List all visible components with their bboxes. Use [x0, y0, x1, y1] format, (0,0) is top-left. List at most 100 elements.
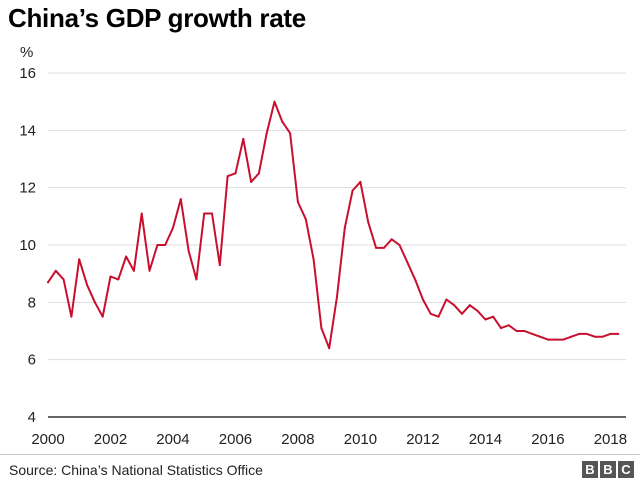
data-point [171, 226, 174, 229]
data-point [406, 261, 409, 264]
data-point [179, 198, 182, 201]
series-line-gdp-growth [47, 100, 620, 350]
data-point [93, 301, 96, 304]
y-tick-label: 8 [28, 294, 36, 311]
x-tick-label: 2010 [344, 431, 377, 448]
data-point [570, 335, 573, 338]
x-tick-label: 2016 [531, 431, 564, 448]
y-tick-label: 6 [28, 352, 36, 369]
data-point [484, 318, 487, 321]
data-point [242, 137, 245, 140]
data-point [86, 284, 89, 287]
data-point [593, 335, 596, 338]
data-point [453, 304, 456, 307]
data-point [101, 315, 104, 318]
data-point [531, 332, 534, 335]
data-point [359, 180, 362, 183]
data-point [273, 100, 276, 103]
x-tick-label: 2002 [94, 431, 127, 448]
x-tick-label: 2018 [594, 431, 627, 448]
data-point [578, 332, 581, 335]
data-point [211, 212, 214, 215]
data-point [609, 332, 612, 335]
data-point [78, 258, 81, 261]
source-note: Source: China’s National Statistics Offi… [9, 462, 263, 478]
bbc-logo: B B C [582, 461, 634, 478]
line-chart: 4 6 8 10 12 14 16 2000 2002 2004 2006 2008 2010 2012… [19, 44, 627, 448]
data-point [250, 180, 253, 183]
chart-title: China’s GDP growth rate [8, 3, 306, 33]
data-point [54, 269, 57, 272]
data-point [132, 269, 135, 272]
data-point [367, 221, 370, 224]
data-point [390, 238, 393, 241]
x-tick-label: 2012 [406, 431, 439, 448]
data-point [125, 255, 128, 258]
data-point [492, 315, 495, 318]
data-point [500, 327, 503, 330]
logo-letter-c: C [618, 461, 634, 478]
data-point [140, 212, 143, 215]
data-point [554, 338, 557, 341]
data-point [601, 335, 604, 338]
y-axis-tick-labels: 4 6 8 10 12 14 16 [19, 65, 36, 426]
y-tick-label: 14 [19, 122, 36, 139]
gridlines [48, 72, 626, 361]
data-point [218, 264, 221, 267]
data-point [195, 278, 198, 281]
data-point [156, 244, 159, 246]
x-tick-label: 2008 [281, 431, 314, 448]
data-point [312, 258, 315, 261]
y-tick-label: 4 [28, 409, 36, 426]
logo-letter-b2: B [600, 461, 616, 478]
data-point [203, 212, 206, 215]
data-point [546, 338, 549, 341]
data-point [398, 244, 401, 246]
data-point [429, 312, 432, 315]
data-point [328, 347, 331, 350]
data-point [265, 132, 268, 135]
x-tick-label: 2004 [156, 431, 189, 448]
data-point [304, 218, 307, 221]
series-layer [47, 100, 620, 350]
data-point [507, 324, 510, 327]
data-point [281, 120, 284, 123]
footer-divider [0, 454, 640, 455]
data-point [585, 332, 588, 335]
data-point [375, 246, 378, 249]
data-point [234, 172, 237, 175]
data-point [226, 175, 229, 178]
x-axis-tick-labels: 2000 2002 2004 2006 2008 2010 2012 2014 2016 2018 [31, 431, 627, 448]
data-point [539, 335, 542, 338]
data-point [460, 312, 463, 315]
data-point [382, 246, 385, 249]
data-point [148, 269, 151, 272]
y-tick-label: 12 [19, 180, 36, 197]
data-point [62, 278, 65, 281]
data-point [164, 244, 167, 246]
data-point [414, 278, 417, 281]
data-point [437, 315, 440, 318]
data-point [117, 278, 120, 281]
data-point [562, 338, 565, 341]
data-point [109, 275, 112, 278]
x-tick-label: 2006 [219, 431, 252, 448]
data-point [343, 226, 346, 229]
data-point [468, 304, 471, 307]
data-point [351, 189, 354, 192]
data-point [289, 132, 292, 135]
data-point [515, 330, 518, 332]
data-point [336, 295, 338, 298]
data-point [296, 201, 299, 203]
data-point [70, 315, 73, 318]
y-tick-label: 10 [19, 237, 36, 254]
data-point [421, 298, 424, 301]
data-point [47, 281, 49, 284]
data-point [187, 249, 190, 252]
x-tick-label: 2014 [469, 431, 502, 448]
data-point [257, 172, 260, 175]
logo-letter-b1: B [582, 461, 598, 478]
data-point [617, 332, 620, 335]
data-point [523, 330, 526, 332]
y-tick-label: 16 [19, 65, 36, 82]
